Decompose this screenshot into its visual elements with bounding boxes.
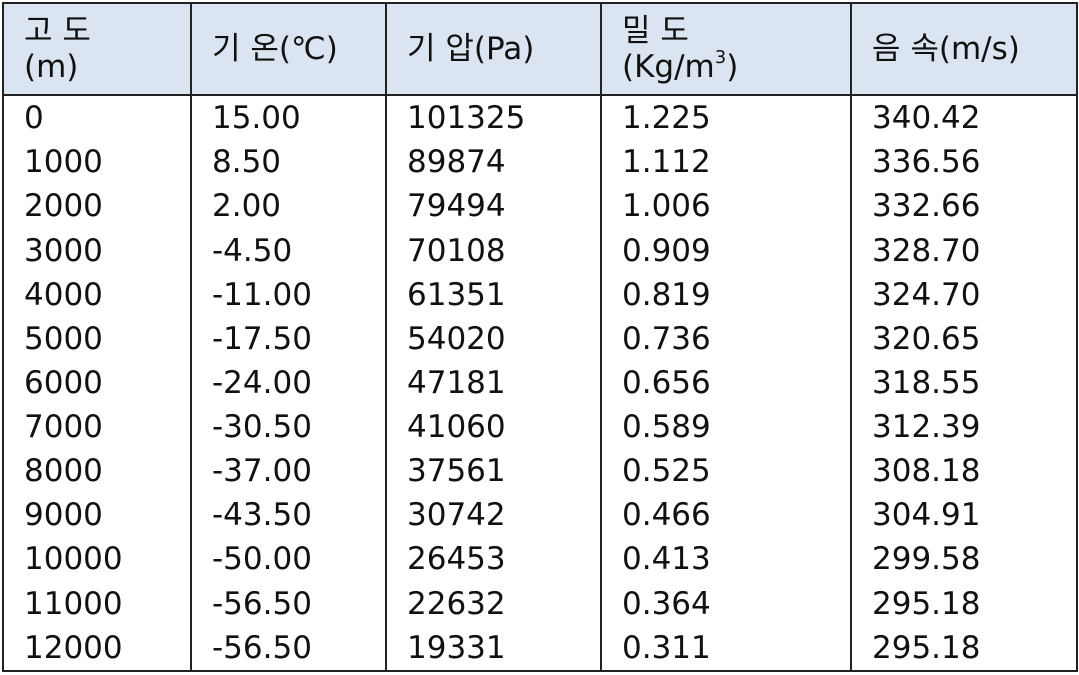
table-row: 1000 8.50 89874 1.112 336.56	[2, 140, 1078, 185]
table-cell: 2000	[2, 184, 192, 229]
table-row: 8000 -37.00 37561 0.525 308.18	[2, 449, 1078, 494]
superscript: 3	[714, 47, 727, 68]
table-cell: 6000	[2, 360, 192, 405]
table-cell: 3000	[2, 228, 192, 273]
table-cell: 12000	[2, 625, 192, 671]
table-cell: 4000	[2, 272, 192, 317]
table-cell: 0.525	[600, 449, 852, 494]
table-row: 12000 -56.50 19331 0.311 295.18	[2, 625, 1078, 671]
table-cell: 0.364	[600, 581, 852, 626]
table-header: 고 도 (m) 기 온(℃) 기 압(Pa) 밀 도 (Kg/m3) 음 속(m/s)	[2, 2, 1078, 96]
table-cell: -11.00	[190, 272, 387, 317]
table-cell: 295.18	[850, 581, 1078, 626]
table-cell: -4.50	[190, 228, 387, 273]
table-cell: 1.225	[600, 95, 852, 141]
table-row: 5000 -17.50 54020 0.736 320.65	[2, 316, 1078, 361]
table-cell: 0.589	[600, 405, 852, 450]
table-cell: 0.909	[600, 228, 852, 273]
table-cell: 0	[2, 95, 192, 141]
table-cell: 37561	[385, 449, 602, 494]
table-cell: 10000	[2, 537, 192, 582]
header-text: 기 압(Pa)	[407, 31, 535, 67]
table-cell: 320.65	[850, 316, 1078, 361]
header-text: 고 도	[24, 13, 91, 49]
table-cell: 47181	[385, 360, 602, 405]
table-cell: 340.42	[850, 95, 1078, 141]
table-cell: -56.50	[190, 625, 387, 671]
table-cell: 295.18	[850, 625, 1078, 671]
table-cell: 30742	[385, 493, 602, 538]
table-cell: 324.70	[850, 272, 1078, 317]
table-row: 7000 -30.50 41060 0.589 312.39	[2, 405, 1078, 450]
table-cell: 0.311	[600, 625, 852, 671]
table-cell: 304.91	[850, 493, 1078, 538]
table-cell: -43.50	[190, 493, 387, 538]
table-cell: 8000	[2, 449, 192, 494]
table-cell: 1.006	[600, 184, 852, 229]
table-body: 0 15.00 101325 1.225 340.42 1000 8.50 89874 1.11…	[2, 95, 1078, 671]
table-cell: 2.00	[190, 184, 387, 229]
table-cell: -24.00	[190, 360, 387, 405]
table-cell: 1000	[2, 140, 192, 185]
table-row: 3000 -4.50 70108 0.909 328.70	[2, 228, 1078, 273]
header-text: (Kg/m	[622, 49, 715, 85]
table-cell: 299.58	[850, 537, 1078, 582]
table-cell: -50.00	[190, 537, 387, 582]
table-cell: -37.00	[190, 449, 387, 494]
table-cell: -17.50	[190, 316, 387, 361]
table-cell: 70108	[385, 228, 602, 273]
table-row: 10000 -50.00 26453 0.413 299.58	[2, 537, 1078, 582]
table-cell: 15.00	[190, 95, 387, 141]
table-cell: 332.66	[850, 184, 1078, 229]
table-cell: 318.55	[850, 360, 1078, 405]
table-cell: -30.50	[190, 405, 387, 450]
table-cell: 79494	[385, 184, 602, 229]
table-cell: 89874	[385, 140, 602, 185]
table-cell: 22632	[385, 581, 602, 626]
table-cell: 8.50	[190, 140, 387, 185]
table-cell: 0.736	[600, 316, 852, 361]
header-text: 기 온(℃)	[212, 31, 338, 67]
table-cell: -56.50	[190, 581, 387, 626]
table-cell: 19331	[385, 625, 602, 671]
table-cell: 336.56	[850, 140, 1078, 185]
table-row: 11000 -56.50 22632 0.364 295.18	[2, 581, 1078, 626]
header-cell: 기 온(℃)	[190, 2, 387, 96]
header-text: )	[726, 49, 739, 85]
table-cell: 41060	[385, 405, 602, 450]
header-cell: 기 압(Pa)	[385, 2, 602, 96]
table-row: 0 15.00 101325 1.225 340.42	[2, 95, 1078, 141]
table-cell: 1.112	[600, 140, 852, 185]
table-cell: 26453	[385, 537, 602, 582]
table-cell: 312.39	[850, 405, 1078, 450]
table-cell: 0.413	[600, 537, 852, 582]
header-cell: 밀 도 (Kg/m3)	[600, 2, 852, 96]
table-cell: 0.466	[600, 493, 852, 538]
header-row: 고 도 (m) 기 온(℃) 기 압(Pa) 밀 도 (Kg/m3) 음 속(m/s)	[2, 2, 1078, 96]
table-cell: 308.18	[850, 449, 1078, 494]
table-cell: 328.70	[850, 228, 1078, 273]
table-cell: 11000	[2, 581, 192, 626]
table-cell: 0.656	[600, 360, 852, 405]
header-cell: 음 속(m/s)	[850, 2, 1078, 96]
table-cell: 5000	[2, 316, 192, 361]
table-row: 9000 -43.50 30742 0.466 304.91	[2, 493, 1078, 538]
header-text: (m)	[24, 49, 79, 85]
table-row: 4000 -11.00 61351 0.819 324.70	[2, 272, 1078, 317]
table-cell: 101325	[385, 95, 602, 141]
table-cell: 54020	[385, 316, 602, 361]
header-cell: 고 도 (m)	[2, 2, 192, 96]
table-cell: 7000	[2, 405, 192, 450]
table-cell: 9000	[2, 493, 192, 538]
header-text: 밀 도	[622, 13, 689, 49]
table-row: 6000 -24.00 47181 0.656 318.55	[2, 360, 1078, 405]
table-row: 2000 2.00 79494 1.006 332.66	[2, 184, 1078, 229]
table-cell: 61351	[385, 272, 602, 317]
table-cell: 0.819	[600, 272, 852, 317]
header-text: 음 속(m/s)	[872, 31, 1020, 67]
